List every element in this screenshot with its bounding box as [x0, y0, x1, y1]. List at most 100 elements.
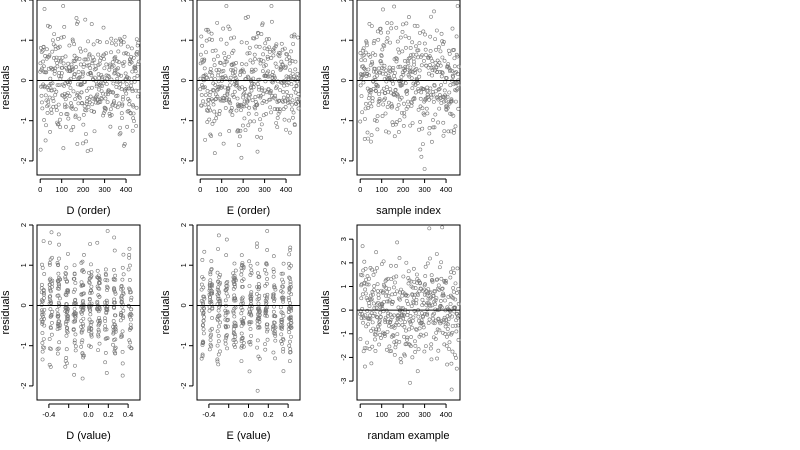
- data-point: [282, 83, 287, 88]
- data-point: [66, 251, 70, 256]
- data-point: [101, 113, 105, 118]
- data-point: [428, 56, 433, 61]
- data-point: [361, 349, 366, 354]
- data-point: [430, 73, 435, 78]
- data-point: [434, 277, 439, 282]
- data-point: [48, 299, 53, 304]
- data-point: [407, 327, 412, 332]
- data-point: [453, 323, 458, 328]
- data-point: [45, 110, 50, 115]
- data-point: [40, 100, 44, 105]
- data-point: [407, 68, 412, 73]
- data-point: [248, 93, 252, 97]
- data-point: [96, 328, 101, 332]
- data-point: [255, 134, 259, 139]
- data-point: [264, 111, 269, 116]
- data-point: [77, 116, 82, 121]
- data-point: [273, 338, 278, 343]
- data-point: [63, 309, 68, 314]
- data-point: [386, 294, 391, 298]
- data-point: [433, 302, 438, 307]
- data-point: [216, 67, 221, 72]
- data-point: [435, 277, 440, 282]
- data-point: [231, 309, 236, 314]
- data-point: [288, 130, 292, 135]
- data-point: [75, 142, 80, 146]
- data-point: [273, 331, 277, 336]
- data-point: [105, 288, 109, 293]
- data-point: [376, 84, 380, 89]
- data-point: [279, 319, 284, 324]
- data-point: [273, 44, 278, 49]
- data-point: [454, 99, 458, 104]
- data-point: [377, 97, 382, 101]
- data-point: [381, 102, 386, 107]
- data-point: [265, 90, 269, 95]
- x-tick-label: 300: [418, 185, 431, 194]
- data-point: [363, 117, 367, 121]
- data-point: [215, 287, 220, 292]
- data-point: [454, 356, 458, 360]
- y-tick-label: 2: [179, 223, 188, 227]
- data-point: [423, 344, 428, 349]
- data-point: [408, 65, 413, 70]
- data-point: [217, 290, 222, 295]
- data-point: [265, 327, 270, 332]
- data-point: [48, 286, 52, 291]
- data-point: [428, 63, 432, 67]
- y-tick-label: 2: [19, 223, 28, 227]
- data-point: [250, 60, 255, 65]
- data-point: [69, 62, 74, 67]
- data-point: [385, 30, 390, 35]
- x-tick-label: 100: [215, 185, 228, 194]
- data-point: [285, 90, 289, 94]
- data-point: [433, 112, 438, 117]
- data-point: [417, 127, 421, 132]
- y-tick-label: -2: [339, 354, 348, 361]
- data-point: [420, 126, 425, 131]
- data-point: [450, 314, 454, 319]
- data-point: [232, 89, 237, 94]
- data-point: [103, 319, 108, 323]
- data-point: [402, 353, 407, 358]
- data-point: [231, 271, 236, 276]
- data-point: [113, 55, 118, 59]
- data-point: [287, 252, 292, 257]
- data-point: [80, 311, 84, 316]
- data-point: [294, 83, 299, 88]
- data-point: [446, 48, 451, 53]
- data-point: [64, 271, 69, 276]
- data-point: [272, 320, 277, 325]
- data-point: [224, 335, 229, 340]
- data-point: [385, 21, 390, 25]
- data-point: [271, 267, 276, 272]
- data-point: [286, 322, 291, 327]
- data-point: [295, 35, 300, 40]
- x-tick-label: 0.2: [103, 410, 113, 419]
- data-point: [412, 62, 416, 67]
- data-point: [437, 45, 441, 50]
- data-point: [104, 82, 109, 86]
- data-point: [290, 102, 294, 107]
- x-tick-label: 200: [237, 185, 250, 194]
- data-point: [452, 352, 457, 357]
- data-point: [96, 52, 101, 57]
- data-point: [85, 149, 90, 154]
- data-point: [257, 296, 261, 301]
- data-point: [84, 88, 89, 93]
- data-point: [208, 342, 213, 347]
- data-point: [105, 40, 109, 45]
- data-point: [247, 284, 252, 288]
- data-point: [440, 225, 445, 230]
- data-point: [51, 104, 56, 109]
- data-point: [456, 287, 461, 291]
- data-point: [456, 338, 461, 342]
- data-point: [383, 111, 388, 116]
- data-point: [406, 269, 411, 274]
- data-point: [387, 286, 392, 291]
- data-point: [55, 286, 60, 291]
- x-tick-label: 0.4: [123, 410, 133, 419]
- data-point: [289, 49, 293, 54]
